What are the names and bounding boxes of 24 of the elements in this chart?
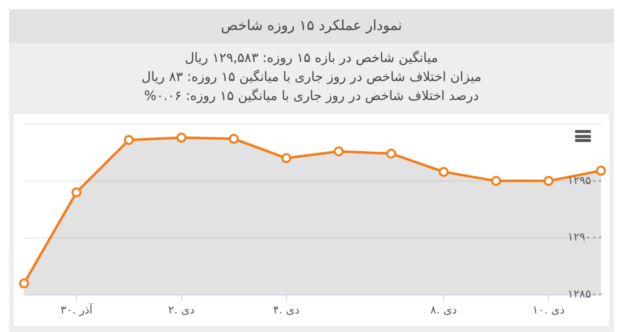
text: میزان اختلاف شاخص در روز جاری با میانگین ۱۵ روزه: ۸۳ ریال bbox=[140, 68, 482, 87]
point bbox=[281, 153, 292, 164]
y-tick-label: ۱۲۸۵۰۰ bbox=[568, 288, 603, 301]
x-tick-label: ۳۰. آذر bbox=[60, 302, 94, 316]
y-tick-label: ۱۲۹۰۰۰ bbox=[568, 230, 603, 244]
x-tick-label: ۱۰. دی bbox=[532, 303, 565, 316]
x-tick-label: ۲. دی bbox=[168, 303, 195, 316]
point bbox=[491, 176, 502, 186]
point bbox=[596, 166, 606, 176]
text: درصد اختلاف شاخص در روز جاری با میانگین ۱۵ روزه: ۰.۰۶% bbox=[143, 88, 480, 106]
point bbox=[386, 148, 396, 159]
x-tick-label: ۴. دی bbox=[273, 303, 300, 316]
y-tick-label: ۱۲۹۵۰۰ bbox=[568, 174, 603, 187]
point bbox=[19, 278, 29, 288]
point bbox=[71, 187, 82, 198]
point bbox=[438, 166, 449, 177]
point bbox=[544, 176, 554, 186]
point bbox=[228, 134, 239, 144]
x-tick-label: ۸. دی bbox=[430, 303, 457, 316]
text: میانگین شاخص در بازه ۱۵ روزه: ۱۲۹,۵۸۳ ریال bbox=[184, 50, 440, 68]
point bbox=[124, 134, 134, 145]
point bbox=[334, 146, 344, 156]
point bbox=[176, 132, 186, 143]
chart-title: نمودار عملکرد ۱۵ روزه شاخص bbox=[9, 9, 614, 43]
